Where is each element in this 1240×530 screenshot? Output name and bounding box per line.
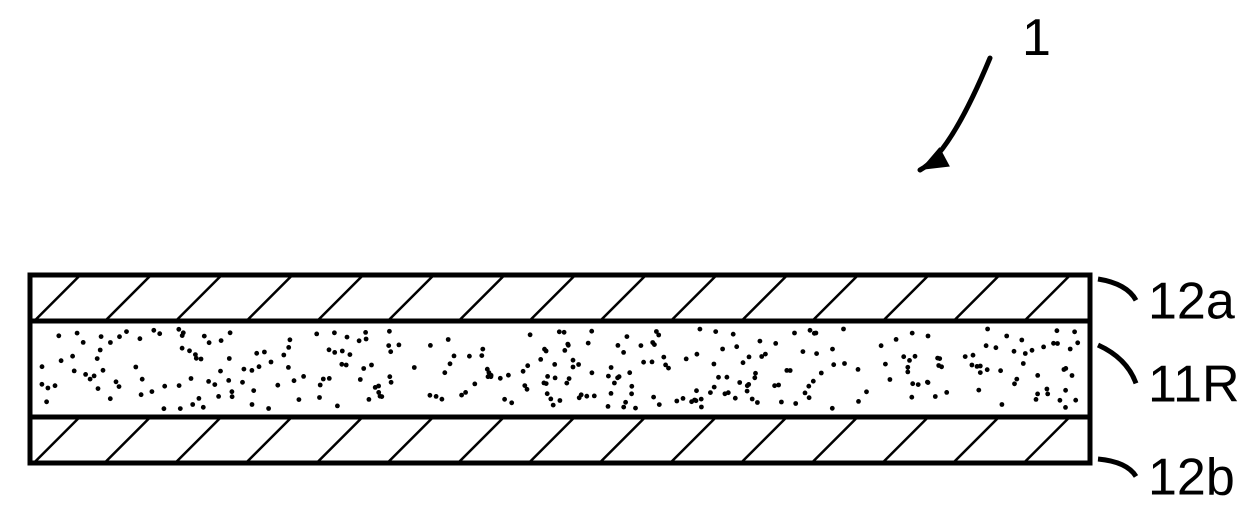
label-12a: 12a — [1148, 273, 1235, 331]
label-12b: 12b — [1148, 449, 1235, 507]
figure-number: 1 — [1022, 9, 1051, 67]
label-11R: 11R — [1148, 356, 1240, 414]
figure-arrow-head — [920, 147, 950, 170]
figure-arrow-shaft — [920, 58, 990, 170]
layer-11R — [30, 321, 1090, 417]
layer-12b — [30, 417, 1090, 463]
leader-11R — [1098, 345, 1136, 383]
leader-12a — [1098, 279, 1136, 300]
leader-12b — [1098, 459, 1136, 476]
layer-12a — [30, 275, 1090, 321]
